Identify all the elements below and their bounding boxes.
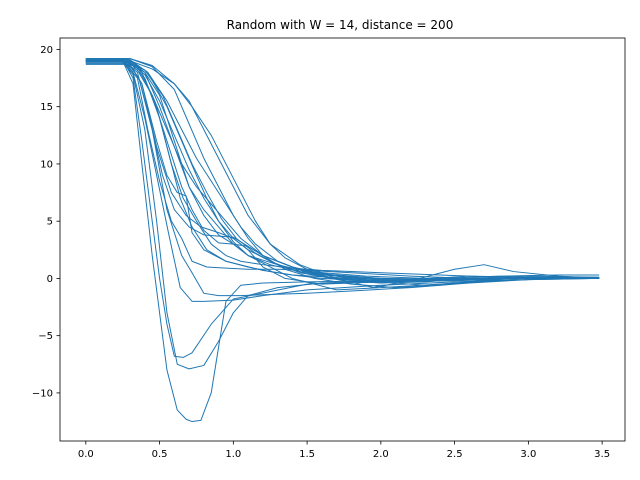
y-tick-label: −10	[32, 388, 53, 399]
y-tick-label: 15	[40, 102, 53, 113]
series-line-22	[85, 58, 600, 281]
y-tick-label: −5	[38, 331, 53, 342]
chart-title: Random with W = 14, distance = 200	[227, 18, 454, 32]
x-tick-label: 0.5	[152, 449, 168, 460]
x-tick-label: 2.0	[373, 449, 389, 460]
series-line-4	[85, 58, 600, 302]
series-layer	[85, 58, 600, 423]
series-line-21	[85, 60, 600, 282]
axes-layer: 0.0 0.5 1.0 1.5 2.0 2.5 3.0 3.5 −10 −5 0 5 10 15 20	[32, 37, 626, 460]
y-tick-label: 0	[47, 274, 53, 285]
x-tick-label: 3.0	[520, 449, 536, 460]
x-tick-label: 3.5	[594, 449, 610, 460]
x-tick-label: 0.0	[78, 449, 94, 460]
series-line-17	[85, 62, 600, 279]
x-tick-label: 1.5	[299, 449, 315, 460]
y-tick-label: 10	[40, 159, 53, 170]
x-tick-label: 1.0	[225, 449, 241, 460]
series-line-16	[85, 58, 600, 289]
series-line-20	[85, 61, 600, 284]
series-line-13	[85, 59, 600, 282]
y-tick-label: 20	[40, 45, 53, 56]
series-line-18	[85, 60, 600, 279]
x-tick-label: 2.5	[447, 449, 463, 460]
plot-frame	[59, 37, 626, 442]
y-tick-label: 5	[47, 217, 53, 228]
